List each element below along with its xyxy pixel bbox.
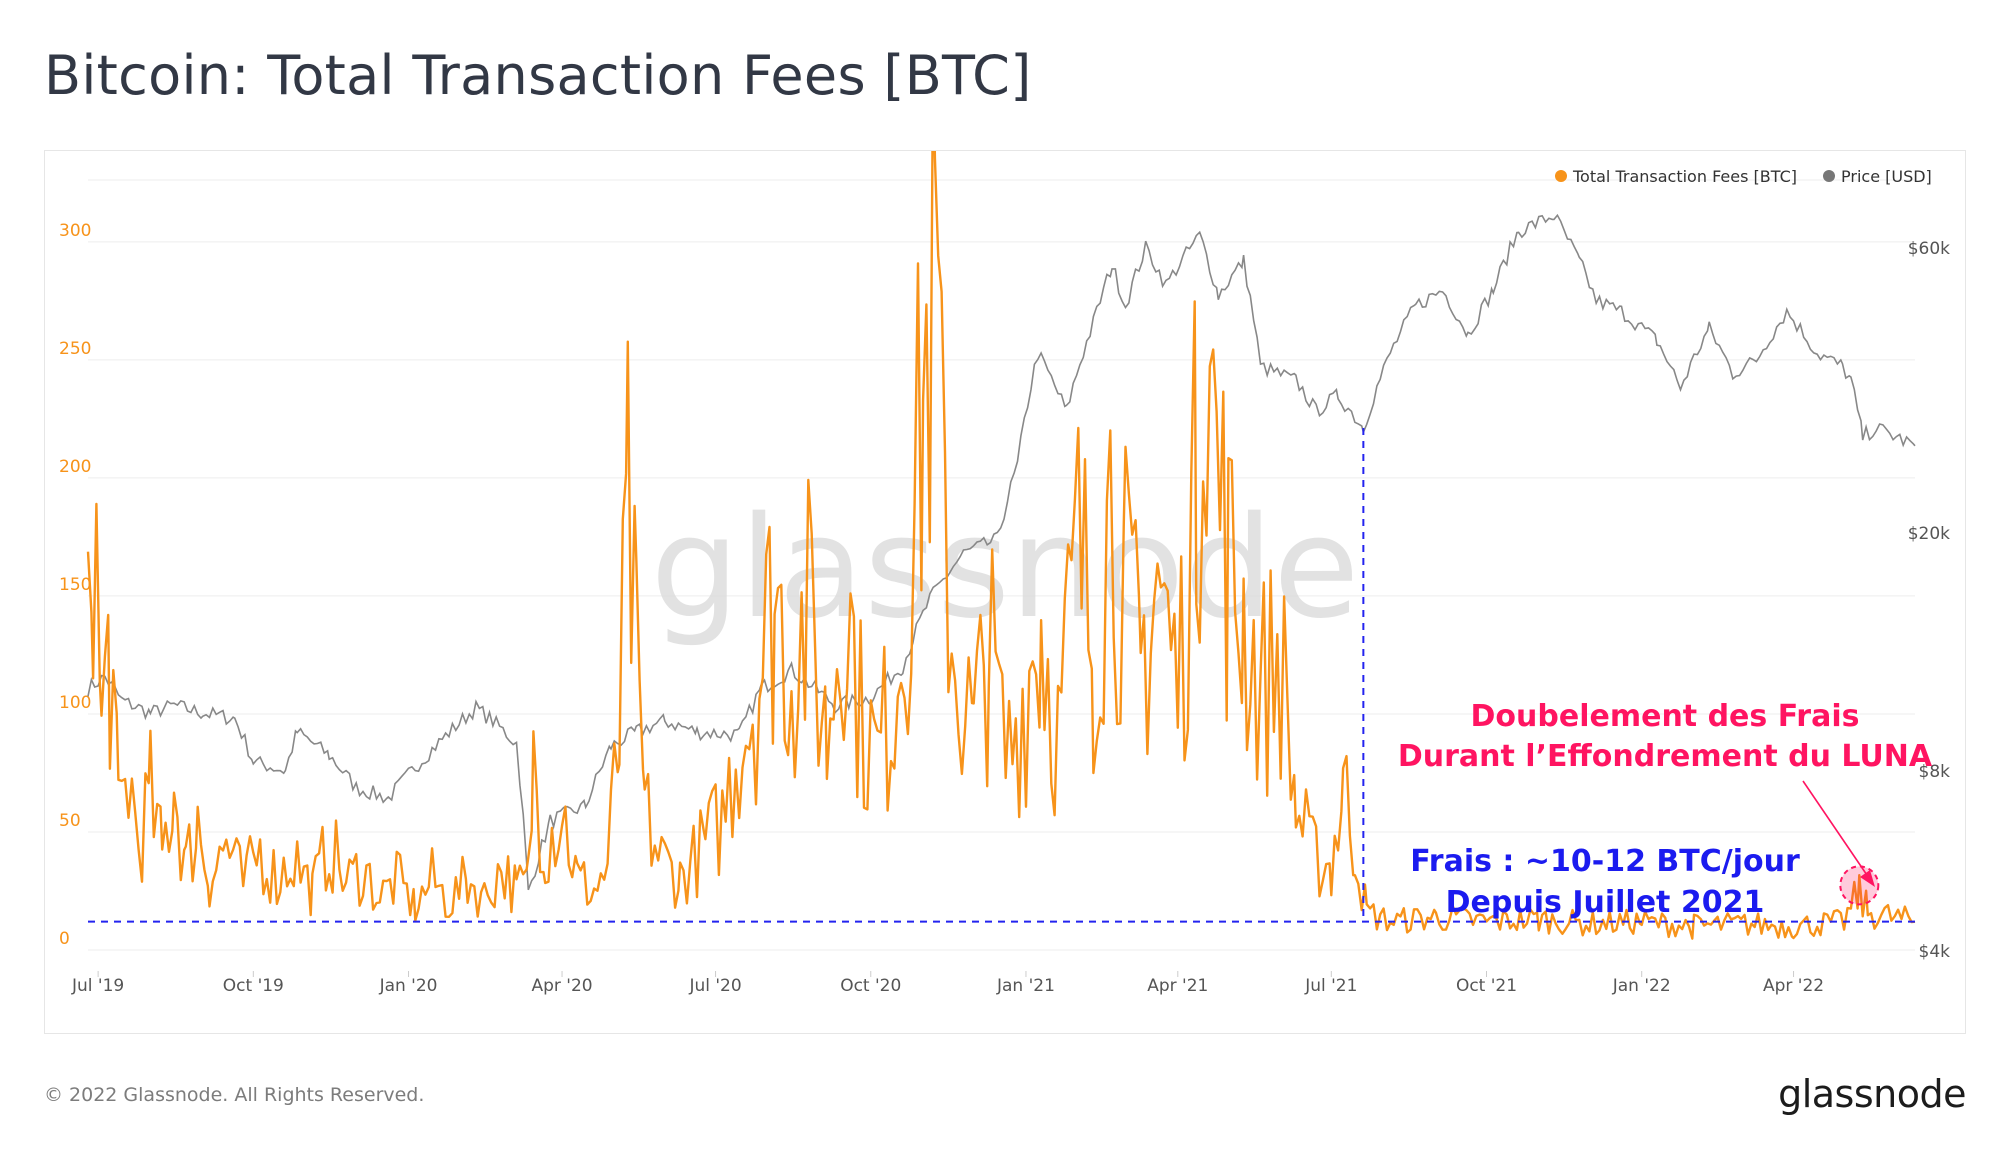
- annotation-frais-line2: Depuis Juillet 2021: [1446, 885, 1765, 920]
- y-left-tick-label: 0: [59, 929, 70, 949]
- fees-series-line: [86, 151, 1916, 940]
- y-left-tick-label: 300: [59, 221, 91, 241]
- y-left-tick-label: 150: [59, 575, 91, 595]
- annotation-luna: Doubelement des Frais Durant l’Effondrem…: [1398, 699, 1933, 774]
- right-axis: $4k $8k $20k $60k: [1908, 239, 1950, 962]
- reference-lines: [88, 427, 1915, 923]
- legend-price-swatch: [1823, 170, 1835, 182]
- price-series-line: [87, 213, 1916, 891]
- x-tick-label: Jul '21: [1304, 976, 1357, 996]
- annotation-arrowhead: [1860, 870, 1875, 887]
- annotation-luna-line1: Doubelement des Frais: [1471, 699, 1860, 734]
- y-right-tick-label: $4k: [1919, 942, 1951, 962]
- footer-logo: glassnode: [1778, 1072, 1966, 1116]
- x-tick-label: Oct '19: [223, 976, 284, 996]
- x-tick-label: Apr '22: [1763, 976, 1824, 996]
- y-left-tick-label: 250: [59, 339, 91, 359]
- left-axis: 0 50 100 150 200 250 300: [59, 221, 91, 949]
- page-title: Bitcoin: Total Transaction Fees [BTC]: [44, 44, 1032, 107]
- annotation-arrow: [1802, 780, 1872, 882]
- x-tick-label: Jan '21: [996, 976, 1055, 996]
- y-right-tick-label: $60k: [1908, 239, 1950, 259]
- chart-panel: glassnode 0 50 100 150 200 250 300 $4k $8k $20k $…: [44, 150, 1966, 1034]
- annotation-frais: Frais : ~10-12 BTC/jour Depuis Juillet 2…: [1410, 844, 1800, 920]
- x-axis: Jul '19 Oct '19 Jan '20 Apr '20 Jul '20 Oct '…: [71, 971, 1824, 996]
- x-tick-label: Jul '19: [71, 976, 124, 996]
- y-left-tick-label: 200: [59, 457, 91, 477]
- legend-fees-swatch: [1555, 170, 1567, 182]
- x-tick-label: Oct '21: [1456, 976, 1517, 996]
- y-right-tick-label: $8k: [1919, 762, 1951, 782]
- grid-lines: [88, 179, 1915, 951]
- legend: Total Transaction Fees [BTC] Price [USD]: [1555, 167, 1932, 186]
- annotation-luna-line2: Durant l’Effondrement du LUNA: [1398, 739, 1933, 774]
- x-tick-label: Apr '20: [531, 976, 592, 996]
- footer-copyright: © 2022 Glassnode. All Rights Reserved.: [44, 1084, 425, 1106]
- y-left-tick-label: 50: [59, 811, 81, 831]
- annotation-frais-line1: Frais : ~10-12 BTC/jour: [1410, 844, 1800, 879]
- y-left-tick-label: 100: [59, 693, 91, 713]
- x-tick-label: Jul '20: [688, 976, 741, 996]
- y-right-tick-label: $20k: [1908, 524, 1950, 544]
- legend-price-label: Price [USD]: [1841, 167, 1932, 186]
- x-tick-label: Oct '20: [840, 976, 901, 996]
- legend-fees-label: Total Transaction Fees [BTC]: [1572, 167, 1797, 186]
- x-tick-label: Jan '20: [379, 976, 438, 996]
- x-tick-label: Jan '22: [1612, 976, 1671, 996]
- x-tick-label: Apr '21: [1147, 976, 1208, 996]
